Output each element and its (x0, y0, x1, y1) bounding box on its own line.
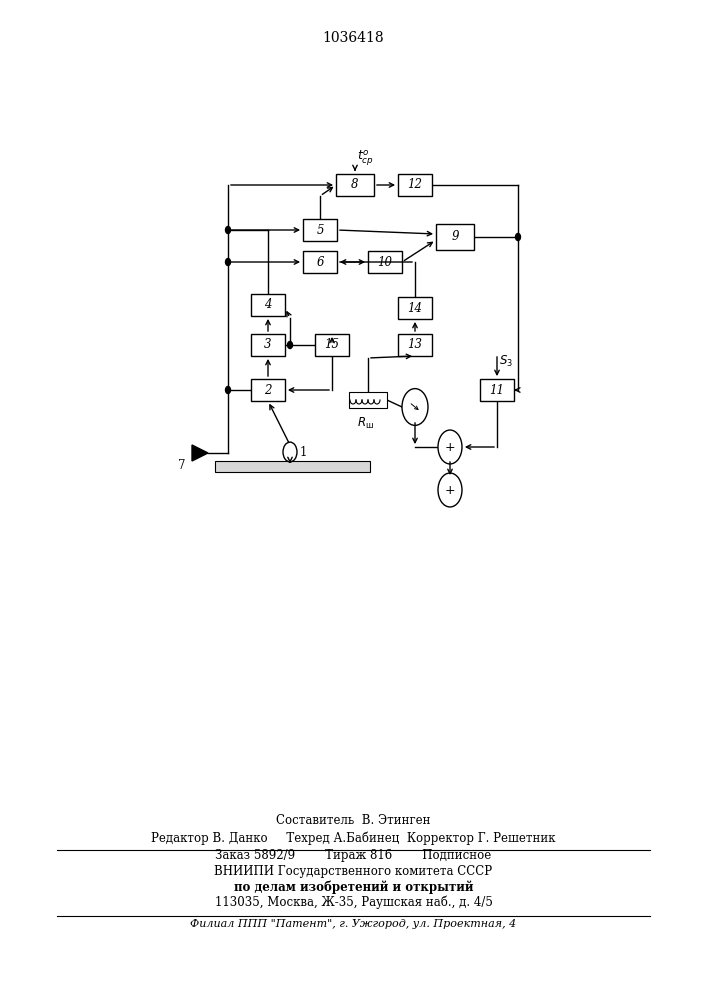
Text: 2: 2 (264, 383, 271, 396)
Bar (398, 334, 432, 356)
Circle shape (515, 233, 520, 241)
Text: 3: 3 (264, 338, 271, 352)
Text: 15: 15 (325, 338, 339, 352)
Bar (398, 297, 432, 319)
Circle shape (288, 341, 293, 349)
Bar (303, 251, 337, 273)
Bar (480, 379, 514, 401)
Circle shape (438, 473, 462, 507)
Text: +: + (445, 441, 455, 454)
Circle shape (402, 389, 428, 425)
Text: 7: 7 (178, 459, 186, 472)
Text: $t_{cp}^{o}$: $t_{cp}^{o}$ (356, 148, 373, 168)
Circle shape (283, 442, 297, 462)
Bar (336, 174, 374, 196)
Circle shape (226, 258, 230, 266)
Bar (349, 392, 387, 408)
Circle shape (226, 226, 230, 234)
Bar (303, 219, 337, 241)
Text: $R_{\rm ш}$: $R_{\rm ш}$ (356, 415, 373, 431)
Text: 6: 6 (316, 255, 324, 268)
Text: Филиал ППП "Патент", г. Ужгород, ул. Проектная, 4: Филиал ППП "Патент", г. Ужгород, ул. Про… (190, 919, 517, 929)
Circle shape (438, 430, 462, 464)
Text: по делам изобретений и открытий: по делам изобретений и открытий (234, 880, 473, 894)
Bar (251, 334, 285, 356)
Bar (436, 224, 474, 250)
Text: 1036418: 1036418 (322, 31, 385, 45)
Polygon shape (192, 445, 208, 461)
Text: ВНИИПИ Государственного комитета СССР: ВНИИПИ Государственного комитета СССР (214, 865, 493, 879)
Text: +: + (445, 484, 455, 496)
Text: 14: 14 (407, 302, 423, 314)
Bar (315, 334, 349, 356)
Text: 12: 12 (407, 178, 423, 192)
Text: 11: 11 (489, 383, 505, 396)
Text: 1: 1 (300, 446, 308, 458)
Text: Составитель  В. Этинген: Составитель В. Этинген (276, 813, 431, 826)
Text: 8: 8 (351, 178, 358, 192)
Text: Заказ 5892/9        Тираж 816        Подписное: Заказ 5892/9 Тираж 816 Подписное (216, 849, 491, 862)
Bar (251, 379, 285, 401)
Text: 4: 4 (264, 298, 271, 311)
Text: 9: 9 (451, 231, 459, 243)
Bar (398, 174, 432, 196)
Circle shape (226, 386, 230, 394)
Bar (215, 461, 370, 472)
Text: $S_3$: $S_3$ (499, 353, 513, 369)
Text: Редактор В. Данко     Техред А.Бабинец  Корректор Г. Решетник: Редактор В. Данко Техред А.Бабинец Корре… (151, 831, 556, 845)
Text: 113035, Москва, Ж-35, Раушская наб., д. 4/5: 113035, Москва, Ж-35, Раушская наб., д. … (214, 895, 493, 909)
Bar (251, 294, 285, 316)
Text: 10: 10 (378, 255, 392, 268)
Bar (368, 251, 402, 273)
Text: 13: 13 (407, 338, 423, 352)
Text: 5: 5 (316, 224, 324, 236)
